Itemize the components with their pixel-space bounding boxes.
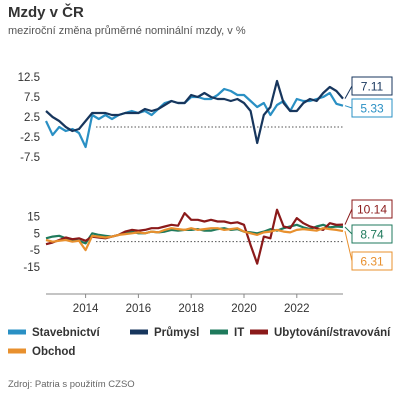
- end-label-leader: [344, 226, 353, 235]
- source-note: Zdroj: Patria s použitím CZSO: [8, 379, 135, 390]
- series-line-stavebnictvi: [45, 87, 344, 149]
- end-label-box: [351, 251, 393, 271]
- end-label-leader: [344, 105, 353, 109]
- end-label-box: [351, 98, 393, 118]
- y-tick-label: 7.5: [24, 92, 40, 104]
- y-tick-label: -2.5: [20, 132, 40, 144]
- y-tick-label: 2.5: [24, 112, 40, 124]
- legend-label-stavebnictvi: Stavebnictví: [32, 327, 101, 339]
- end-label-prumysl: 7.11: [361, 80, 384, 94]
- end-label-box: [351, 224, 393, 244]
- series-line-ubytovani-stravovani: [45, 208, 344, 265]
- end-label-leader: [344, 208, 353, 225]
- end-label-leader: [344, 230, 353, 262]
- end-label-stavebnictvi: 5.33: [360, 102, 384, 116]
- legend-label-it: IT: [234, 327, 244, 339]
- legend-label-prumysl: Průmysl: [154, 327, 199, 339]
- end-label-leader: [344, 85, 353, 99]
- x-tick-label: 2022: [284, 303, 310, 315]
- end-label-obchod: 6.31: [360, 255, 384, 269]
- legend-label-ubytovani-stravovani: Ubytování/stravování: [274, 327, 391, 339]
- x-tick-label: 2016: [126, 303, 152, 315]
- series-line-obchod: [45, 227, 344, 252]
- end-label-box: [351, 199, 393, 219]
- legend-label-obchod: Obchod: [32, 346, 75, 358]
- chart-title: Mzdy v ČR: [8, 4, 84, 21]
- y-tick-label: 12.5: [18, 72, 40, 84]
- x-tick-label: 2014: [73, 303, 99, 315]
- end-label-it: 8.74: [360, 228, 384, 242]
- end-label-ubytovani-stravovani: 10.14: [357, 203, 387, 217]
- x-tick-label: 2018: [178, 303, 204, 315]
- y-tick-label: -5: [30, 245, 40, 257]
- chart-subtitle: meziroční změna průměrné nominální mzdy,…: [8, 25, 246, 37]
- x-tick-label: 2020: [231, 303, 257, 315]
- y-tick-label: 5: [34, 228, 40, 240]
- y-tick-label: -15: [23, 262, 40, 274]
- y-tick-label: 15: [27, 211, 40, 223]
- y-tick-label: -7.5: [20, 152, 40, 164]
- end-label-box: [351, 76, 393, 96]
- series-line-prumysl: [45, 79, 344, 145]
